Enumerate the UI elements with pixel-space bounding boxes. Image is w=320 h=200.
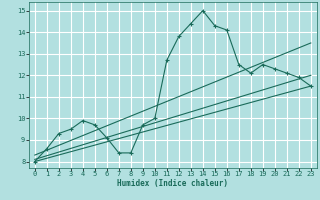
- X-axis label: Humidex (Indice chaleur): Humidex (Indice chaleur): [117, 179, 228, 188]
